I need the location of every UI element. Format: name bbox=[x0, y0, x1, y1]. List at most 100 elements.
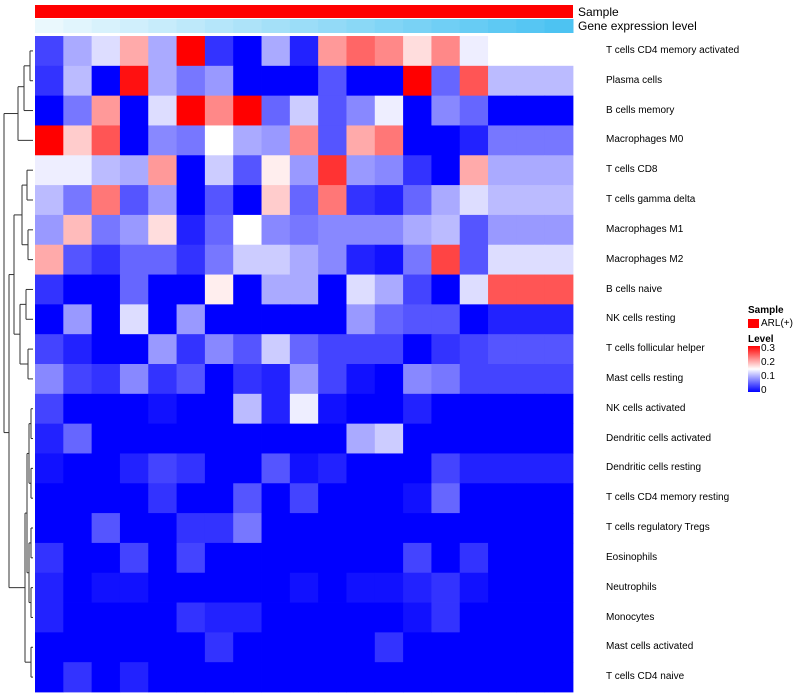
heatmap-cell bbox=[35, 423, 64, 454]
legend-sample-swatch bbox=[748, 319, 759, 328]
heatmap-cell bbox=[459, 602, 489, 633]
heatmap-cell bbox=[488, 214, 517, 246]
heatmap-cell bbox=[516, 185, 546, 216]
heatmap-cell bbox=[91, 632, 121, 663]
heatmap-cell bbox=[176, 542, 206, 574]
heatmap-cell bbox=[516, 572, 546, 603]
heatmap-cell bbox=[261, 304, 291, 335]
heatmap-cell bbox=[318, 423, 347, 454]
heatmap-cell bbox=[91, 602, 121, 633]
heatmap-cell bbox=[148, 125, 177, 156]
heatmap-cell bbox=[289, 95, 319, 126]
heatmap-cell bbox=[148, 95, 177, 126]
heatmap-cell bbox=[318, 214, 347, 246]
heatmap-cell bbox=[119, 423, 149, 454]
annotation-expression-cell bbox=[431, 19, 461, 33]
heatmap-cell bbox=[176, 244, 206, 275]
heatmap-cell bbox=[289, 453, 319, 484]
heatmap-cell bbox=[431, 65, 461, 97]
heatmap-cell bbox=[289, 274, 319, 305]
heatmap-cell bbox=[289, 513, 319, 544]
heatmap-cell bbox=[318, 65, 347, 97]
heatmap-cell bbox=[148, 65, 177, 97]
heatmap-cell bbox=[119, 274, 149, 305]
heatmap-cell bbox=[233, 483, 262, 514]
heatmap-cell bbox=[176, 483, 206, 514]
heatmap-cell bbox=[204, 513, 234, 544]
heatmap-cell bbox=[176, 602, 206, 633]
heatmap-cell bbox=[318, 662, 347, 693]
heatmap-cell bbox=[148, 602, 177, 633]
row-label: Plasma cells bbox=[606, 74, 663, 86]
heatmap-cell bbox=[91, 483, 121, 514]
heatmap-cell bbox=[403, 572, 432, 603]
heatmap-cell bbox=[233, 95, 262, 126]
heatmap-cell bbox=[346, 513, 376, 544]
heatmap-cell bbox=[233, 423, 262, 454]
heatmap-cell bbox=[204, 542, 234, 574]
heatmap-cell bbox=[544, 155, 574, 186]
heatmap-cell bbox=[176, 36, 206, 67]
heatmap-cell bbox=[318, 542, 347, 574]
heatmap-cell bbox=[63, 274, 93, 305]
annotation-expression-cell bbox=[289, 19, 319, 33]
heatmap-cell bbox=[91, 542, 121, 574]
heatmap-cell bbox=[233, 274, 262, 305]
heatmap-cell bbox=[488, 65, 517, 97]
heatmap-cell bbox=[35, 95, 64, 126]
heatmap-cell bbox=[176, 95, 206, 126]
row-label: Neutrophils bbox=[606, 581, 657, 593]
heatmap-cell bbox=[544, 274, 574, 305]
heatmap-cell bbox=[516, 662, 546, 693]
heatmap-cell bbox=[544, 244, 574, 275]
heatmap-cell bbox=[318, 185, 347, 216]
heatmap-cell bbox=[459, 214, 489, 246]
heatmap-cell bbox=[35, 155, 64, 186]
heatmap-cell bbox=[63, 453, 93, 484]
heatmap-cell bbox=[289, 214, 319, 246]
heatmap-cell bbox=[459, 334, 489, 365]
heatmap-cell bbox=[318, 393, 347, 425]
heatmap-cell bbox=[176, 304, 206, 335]
heatmap-cell bbox=[544, 662, 574, 693]
heatmap-cell bbox=[148, 244, 177, 275]
heatmap-cell bbox=[403, 304, 432, 335]
heatmap-cell bbox=[289, 632, 319, 663]
heatmap-cell bbox=[35, 453, 64, 484]
heatmap-cell bbox=[459, 393, 489, 425]
heatmap-cell bbox=[374, 453, 404, 484]
heatmap-cell bbox=[403, 423, 432, 454]
heatmap-cell bbox=[91, 214, 121, 246]
heatmap-cell bbox=[35, 572, 64, 603]
heatmap-cell bbox=[119, 453, 149, 484]
heatmap-cell bbox=[403, 364, 432, 395]
heatmap-cell bbox=[516, 423, 546, 454]
heatmap-cell bbox=[63, 214, 93, 246]
heatmap-cell bbox=[544, 602, 574, 633]
heatmap-cell bbox=[431, 513, 461, 544]
heatmap-cell bbox=[488, 185, 517, 216]
annotation-expression-cell bbox=[318, 19, 347, 33]
annotation-expression-cell bbox=[374, 19, 404, 33]
heatmap-cell bbox=[459, 572, 489, 603]
heatmap-cell bbox=[459, 185, 489, 216]
heatmap-cell bbox=[63, 95, 93, 126]
heatmap-cell bbox=[204, 364, 234, 395]
row-label: T cells CD4 naive bbox=[606, 671, 685, 683]
heatmap-cell bbox=[459, 483, 489, 514]
heatmap-cell bbox=[516, 334, 546, 365]
heatmap-cell bbox=[318, 95, 347, 126]
heatmap-cell bbox=[459, 662, 489, 693]
heatmap-cell bbox=[176, 662, 206, 693]
heatmap-cell bbox=[488, 334, 517, 365]
heatmap-cell bbox=[91, 423, 121, 454]
heatmap-cell bbox=[544, 334, 574, 365]
heatmap-cell bbox=[204, 632, 234, 663]
heatmap-cell bbox=[233, 364, 262, 395]
heatmap-cell bbox=[374, 393, 404, 425]
heatmap-cell bbox=[544, 513, 574, 544]
heatmap-cell bbox=[374, 334, 404, 365]
heatmap-cell bbox=[318, 572, 347, 603]
heatmap-cell bbox=[148, 632, 177, 663]
